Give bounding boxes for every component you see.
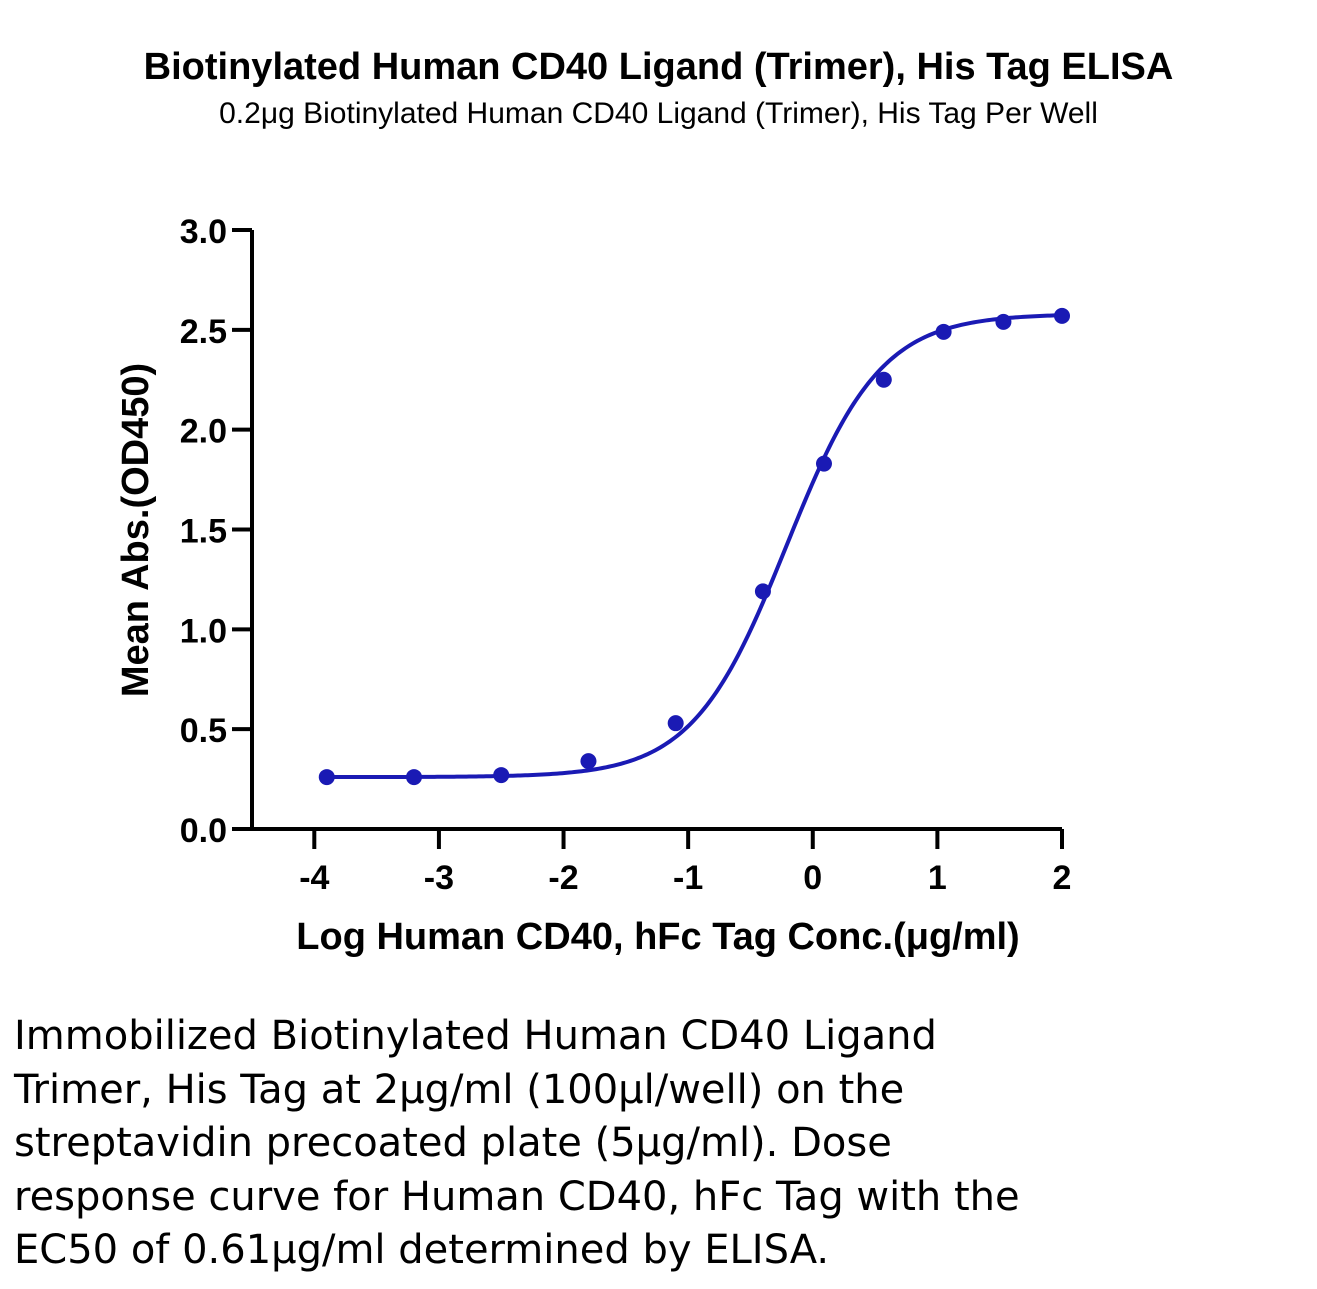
data-point: [875, 371, 892, 388]
axes: 0.0 0.5 1.0 1.5 2.0 2.5 3.0 -4 -3 -2 -1 0 1 2: [180, 213, 1072, 897]
figure-caption: Immobilized Biotinylated Human CD40 Liga…: [14, 1013, 1020, 1273]
x-tick-label: 1: [928, 859, 947, 897]
data-points-layer: [318, 307, 1070, 786]
data-point: [667, 715, 684, 732]
x-tick-label: -1: [673, 859, 703, 897]
y-tick-label: 3.0: [180, 213, 227, 251]
data-point: [935, 323, 952, 340]
data-point: [406, 769, 422, 786]
data-point: [318, 769, 335, 786]
x-axis-label: Log Human CD40, hFc Tag Conc.(μg/ml): [296, 916, 1019, 958]
data-point: [815, 455, 832, 472]
data-point: [995, 313, 1012, 330]
y-axis-label: Mean Abs.(OD450): [115, 363, 157, 697]
y-tick-label: 1.0: [180, 612, 227, 650]
x-tick-label: -2: [548, 859, 578, 897]
chart-subtitle: 0.2μg Biotinylated Human CD40 Ligand (Tr…: [219, 97, 1098, 130]
y-tick-label: 2.0: [180, 413, 227, 451]
y-tick-label: 2.5: [180, 313, 227, 351]
data-point: [493, 767, 510, 784]
data-point: [754, 583, 771, 600]
chart-title: Biotinylated Human CD40 Ligand (Trimer),…: [143, 46, 1174, 88]
data-point: [1054, 307, 1070, 324]
y-tick-label: 1.5: [180, 513, 227, 551]
elisa-chart: 0.0 0.5 1.0 1.5 2.0 2.5 3.0 -4 -3 -2 -1 0 1 2 Log Hum…: [115, 213, 1072, 958]
x-tick-label: 0: [803, 859, 822, 897]
x-tick-label: -4: [299, 859, 329, 897]
y-tick-label: 0.5: [180, 712, 227, 750]
x-tick-label: -3: [424, 859, 454, 897]
x-tick-label: 2: [1053, 859, 1072, 897]
fit-curve: [326, 313, 1063, 780]
fit-curve-layer: [326, 313, 1063, 780]
y-tick-label: 0.0: [180, 812, 227, 850]
data-point: [580, 753, 597, 770]
